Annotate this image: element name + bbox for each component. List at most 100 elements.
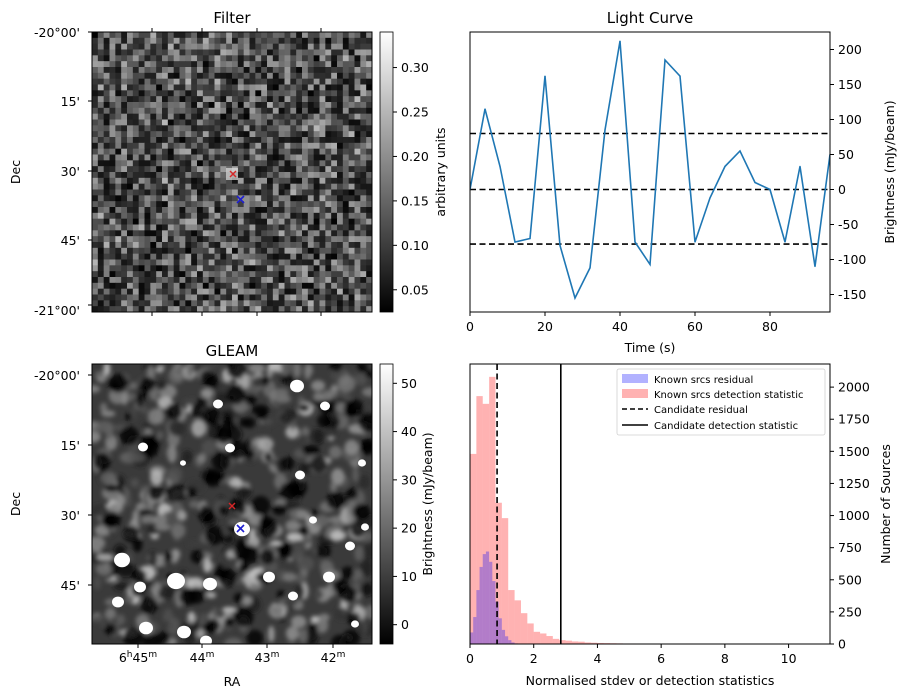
histogram-legend: Known srcs residual Known srcs detection… xyxy=(616,368,826,436)
histogram-bar-s1-6 xyxy=(508,590,515,644)
gleam-source-2 xyxy=(203,577,217,591)
gleam-colorbar-tick-label-3: 30 xyxy=(401,472,417,487)
gleam-ytick-1: 15' xyxy=(61,438,80,453)
filter-image xyxy=(92,32,373,313)
legend-label-detection: Known srcs detection statistic xyxy=(654,390,803,401)
lightcurve-point-10 xyxy=(619,40,621,42)
filter-colorbar-tick-label-4: 0.25 xyxy=(401,105,429,120)
gleam-ylabel: Dec xyxy=(8,492,23,516)
histogram-ytick-2: 500 xyxy=(838,572,862,587)
gleam-source-8 xyxy=(213,399,223,409)
lightcurve-xtick-0: 0 xyxy=(466,319,474,334)
filter-panel: Filter Dec -20°00' 15' 30' 45' -21°00' 0… xyxy=(8,9,448,318)
gleam-xtick-0: 6h45m xyxy=(119,650,157,665)
histogram-ytick-6: 1500 xyxy=(838,444,870,459)
histogram-bar-s1-20 xyxy=(597,642,604,644)
gleam-colorbar-tick-label-1: 10 xyxy=(401,569,417,584)
filter-colorbar-label: arbitrary units xyxy=(433,127,448,216)
gleam-xtick-1: 44m xyxy=(190,650,215,665)
gleam-source-11 xyxy=(320,401,330,411)
histogram-bar-s1-2 xyxy=(482,403,490,644)
lightcurve-ytick-3: 0 xyxy=(838,182,846,197)
lightcurve-point-12 xyxy=(649,263,651,265)
histogram-bar-s1-7 xyxy=(514,600,521,644)
gleam-colorbar-tick-label-5: 50 xyxy=(401,376,417,391)
histogram-bar-s1-11 xyxy=(540,633,547,644)
histogram-bar-s0-0 xyxy=(470,632,474,644)
lightcurve-xtick-1: 20 xyxy=(537,319,553,334)
lightcurve-point-5 xyxy=(544,75,546,77)
lightcurve-ytick-2: -50 xyxy=(838,217,858,232)
gleam-axis-ticks xyxy=(88,374,334,648)
lightcurve-point-20 xyxy=(769,188,771,191)
histogram-bar-s0-1 xyxy=(473,617,477,644)
filter-red-marker xyxy=(229,170,237,178)
filter-colorbar-tick-label-2: 0.15 xyxy=(401,193,429,208)
filter-colorbar-tick-label-0: 0.05 xyxy=(401,282,429,297)
filter-ytick-1: 15' xyxy=(61,94,80,109)
histogram-bar-s1-12 xyxy=(546,636,553,644)
filter-colorbar-tick-label-5: 0.30 xyxy=(401,60,429,75)
gleam-colorbar-label: Brightness (mJy/beam) xyxy=(420,432,435,575)
histogram-bar-s0-2 xyxy=(476,590,480,644)
histogram-xtick-2: 4 xyxy=(593,651,601,666)
lightcurve-point-23 xyxy=(814,265,816,268)
gleam-source-13 xyxy=(295,470,305,480)
gleam-source-5 xyxy=(177,625,191,639)
lightcurve-point-14 xyxy=(679,75,681,77)
lightcurve-ytick-6: 150 xyxy=(838,77,862,92)
gleam-xlabel: RA xyxy=(224,674,241,689)
lightcurve-ytick-1: -100 xyxy=(838,252,866,267)
lightcurve-point-13 xyxy=(664,59,666,61)
histogram-xtick-4: 8 xyxy=(721,651,729,666)
lightcurve-series-0 xyxy=(470,40,830,301)
lightcurve-point-7 xyxy=(574,297,576,299)
gleam-source-10 xyxy=(225,443,235,453)
gleam-source-20 xyxy=(358,459,366,467)
histogram-bar-s0-7 xyxy=(492,581,496,644)
gleam-source-7 xyxy=(290,379,304,393)
histogram-bar-s1-5 xyxy=(501,518,509,644)
lightcurve-xtick-4: 80 xyxy=(762,319,778,334)
lightcurve-point-15 xyxy=(694,241,696,243)
histogram-bar-s1-10 xyxy=(533,631,541,644)
lightcurve-point-6 xyxy=(559,244,561,247)
lightcurve-point-2 xyxy=(499,165,501,167)
histogram-bar-s1-19 xyxy=(591,642,598,644)
filter-colorbar-tick-label-3: 0.20 xyxy=(401,149,429,164)
histogram-bar-s1-3 xyxy=(489,376,496,644)
gleam-source-14 xyxy=(263,571,275,583)
legend-swatch-detection xyxy=(622,389,648,398)
gleam-xtick-2: 43m xyxy=(255,650,280,665)
lightcurve-panel: Light Curve 0 20 40 60 80 -150 -100 -50 0 50 100 15… xyxy=(466,9,897,355)
gleam-source-23 xyxy=(351,620,359,628)
gleam-colorbar-tick-label-0: 0 xyxy=(401,617,409,632)
histogram-xtick-3: 6 xyxy=(657,651,665,666)
gleam-source-6 xyxy=(112,596,124,608)
histogram-xlabel: Normalised stdev or detection statistics xyxy=(526,673,775,688)
histogram-xtick-5: 10 xyxy=(781,651,797,666)
lightcurve-point-17 xyxy=(724,165,726,167)
histogram-bar-s0-3 xyxy=(479,566,483,644)
lightcurve-xtick-2: 40 xyxy=(612,319,628,334)
histogram-bar-s1-1 xyxy=(476,396,483,644)
gleam-colorbar xyxy=(379,363,394,645)
filter-colorbar-ticks: 0.05 0.10 0.15 0.20 0.25 0.30 xyxy=(393,60,429,297)
gleam-image xyxy=(92,364,372,644)
histogram-ytick-7: 1750 xyxy=(838,412,870,427)
lightcurve-ytick-0: -150 xyxy=(838,287,866,302)
histogram-bar-s1-8 xyxy=(520,613,528,644)
legend-label-candidate-residual: Candidate residual xyxy=(654,405,748,416)
gleam-title: GLEAM xyxy=(206,342,259,360)
gleam-ytick-2: 30' xyxy=(61,508,80,523)
gleam-source-22 xyxy=(180,460,186,466)
filter-ytick-0: -20°00' xyxy=(34,25,80,40)
histogram-bar-s0-9 xyxy=(498,618,502,644)
filter-ytick-3: 45' xyxy=(61,233,80,248)
lightcurve-point-22 xyxy=(799,165,801,167)
filter-ytick-2: 30' xyxy=(61,164,80,179)
histogram-bar-s1-9 xyxy=(527,623,534,644)
lightcurve-ytick-7: 200 xyxy=(838,42,862,57)
filter-title: Filter xyxy=(213,9,251,27)
gleam-source-21 xyxy=(200,635,212,644)
